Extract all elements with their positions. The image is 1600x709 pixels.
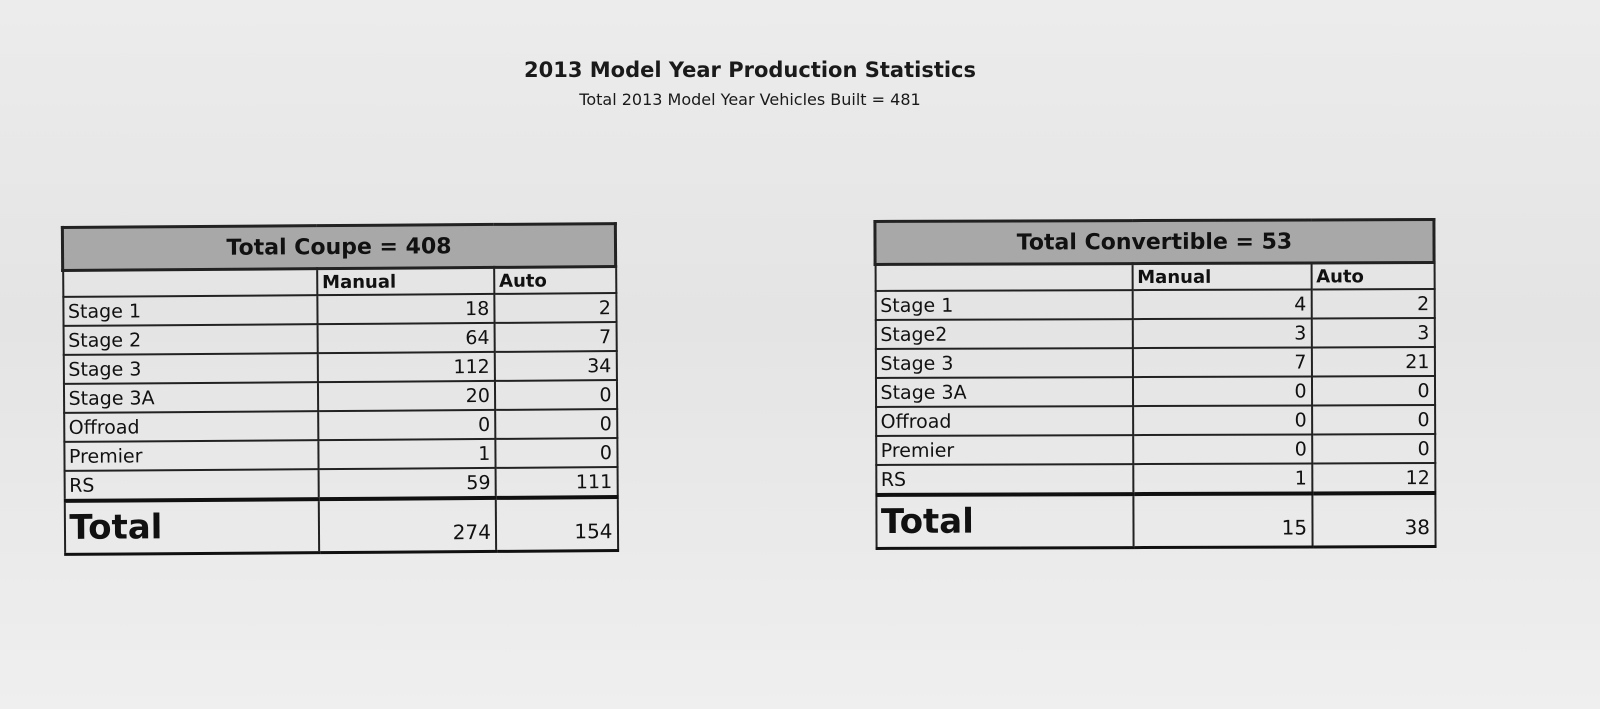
table-row: Stage 3A 0 0 [875, 376, 1435, 407]
page-title: 2013 Model Year Production Statistics [523, 58, 976, 82]
cell-value: 1 [1132, 463, 1312, 495]
table-row: RS 1 12 [875, 463, 1435, 495]
row-label: Premier [875, 435, 1133, 465]
row-label: Stage 3A [875, 377, 1133, 407]
cell-value: 3 [1132, 318, 1312, 349]
cell-value: 34 [494, 351, 617, 381]
table-row: Stage 1 18 2 [62, 293, 617, 326]
total-row: Total 274 154 [64, 497, 618, 555]
table-row: Offroad 0 0 [63, 409, 617, 442]
total-value: 15 [1133, 493, 1313, 548]
cell-value: 112 [317, 351, 495, 383]
row-label: Offroad [63, 411, 319, 442]
stats-table: Total Coupe = 408 Manual Auto Stage 1 18 2 Sta… [61, 222, 619, 556]
column-header-row: Manual Auto [62, 266, 616, 297]
row-label: Offroad [875, 406, 1133, 436]
cell-value: 18 [317, 293, 495, 325]
cell-value: 0 [495, 438, 618, 468]
column-header-row: Manual Auto [875, 262, 1435, 291]
cell-value: 0 [1311, 434, 1435, 464]
table-row: Stage 3A 20 0 [63, 380, 617, 413]
blank-cell [875, 263, 1133, 291]
cell-value: 0 [1132, 434, 1312, 465]
cell-value: 12 [1311, 463, 1435, 494]
table-row: Premier 0 0 [875, 434, 1435, 465]
cell-value: 3 [1311, 318, 1435, 348]
cell-value: 0 [1132, 376, 1312, 407]
row-label: RS [64, 469, 319, 501]
cell-value: 21 [1311, 347, 1435, 377]
cell-value: 7 [494, 322, 617, 352]
cell-value: 111 [495, 467, 618, 498]
cell-value: 0 [1311, 405, 1435, 435]
cell-value: 2 [1311, 289, 1435, 319]
row-label: Stage 3 [63, 353, 318, 384]
cell-value: 4 [1132, 289, 1312, 320]
table-row: RS 59 111 [64, 467, 618, 501]
table-header-row: Total Convertible = 53 [874, 219, 1435, 265]
cell-value: 20 [317, 380, 496, 412]
cell-value: 0 [495, 409, 617, 439]
cell-value: 64 [317, 322, 495, 354]
row-label: Premier [63, 440, 319, 471]
row-label: Stage 1 [875, 290, 1133, 320]
table-header-row: Total Coupe = 408 [62, 223, 616, 271]
cell-value: 0 [494, 380, 617, 410]
table-title: Total Coupe = 408 [62, 223, 616, 271]
total-row: Total 15 38 [875, 493, 1436, 549]
table-title: Total Convertible = 53 [874, 219, 1435, 265]
total-value: 154 [495, 497, 618, 552]
row-label: Stage 1 [62, 295, 318, 326]
table-row: Offroad 0 0 [875, 405, 1435, 436]
row-label: Stage 3A [63, 382, 319, 413]
cell-value: 59 [318, 467, 496, 500]
table-row: Stage 3 112 34 [63, 351, 617, 384]
table-row: Stage 2 64 7 [63, 322, 617, 355]
total-value: 38 [1311, 493, 1436, 547]
total-label: Total [875, 494, 1134, 549]
cell-value: 2 [494, 293, 617, 323]
table-row: Stage 3 7 21 [875, 347, 1435, 378]
cell-value: 7 [1132, 347, 1312, 378]
table-row: Stage2 3 3 [875, 318, 1435, 349]
row-label: Stage 3 [875, 348, 1133, 378]
cell-value: 0 [1311, 376, 1435, 406]
column-header: Auto [494, 266, 616, 294]
row-label: Stage2 [875, 319, 1133, 349]
column-header: Auto [1311, 262, 1435, 290]
total-label: Total [64, 499, 320, 555]
blank-cell [62, 268, 318, 297]
row-label: Stage 2 [63, 324, 318, 355]
table-row: Premier 1 0 [63, 438, 618, 471]
column-header: Manual [1132, 262, 1312, 291]
total-value: 274 [318, 497, 497, 553]
row-label: RS [875, 464, 1134, 495]
cell-value: 1 [318, 438, 496, 470]
cell-value: 0 [318, 409, 496, 441]
column-header: Manual [317, 267, 495, 296]
page-subtitle: Total 2013 Model Year Vehicles Built = 4… [579, 90, 921, 109]
cell-value: 0 [1132, 405, 1312, 436]
